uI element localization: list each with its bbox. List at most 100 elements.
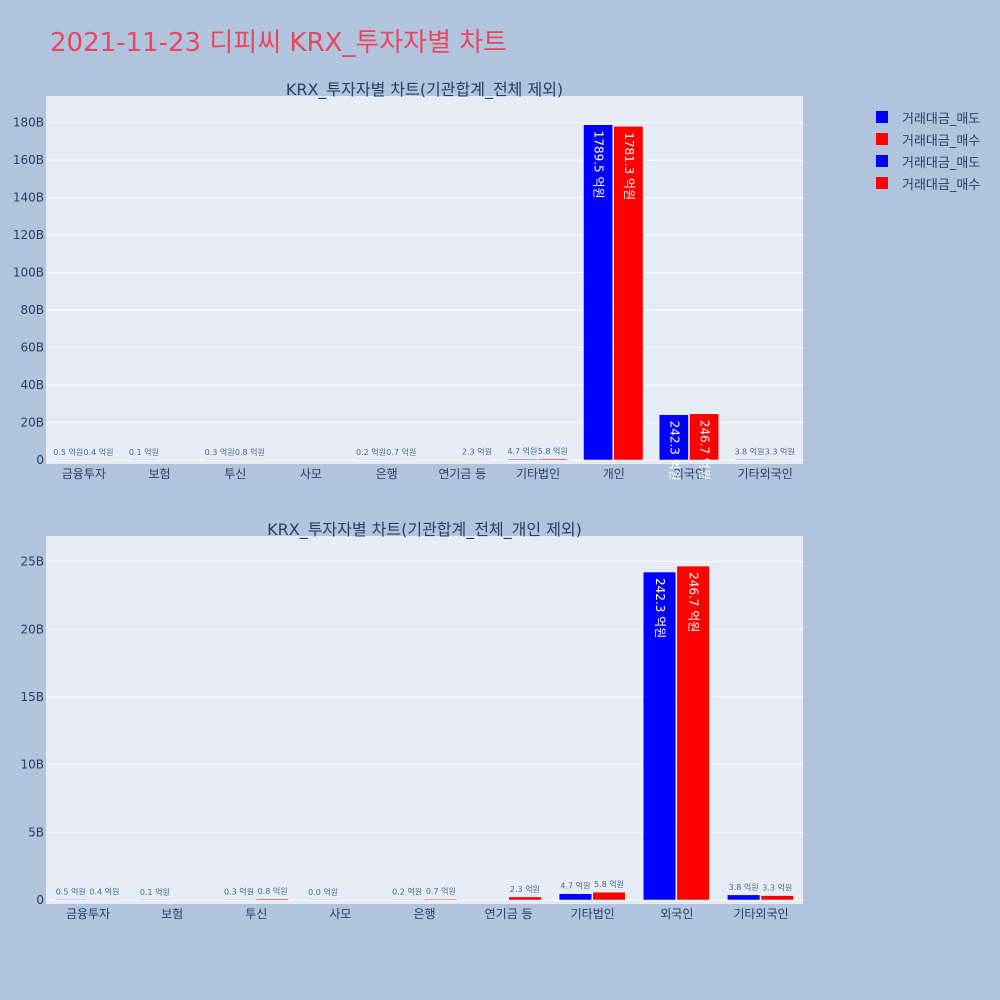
x-tick-label: 외국인 xyxy=(660,907,693,921)
data-label: 3.8 억원 xyxy=(729,882,759,892)
bar xyxy=(676,565,710,901)
bar xyxy=(424,898,458,901)
x-tick-label: 기타법인 xyxy=(516,467,560,481)
bar xyxy=(642,571,677,901)
data-label: 0.3 억원 xyxy=(205,447,235,457)
bar xyxy=(583,124,613,461)
data-label: 0.2 억원 xyxy=(392,887,422,897)
data-label: 246.7 억원 xyxy=(687,572,701,632)
bar xyxy=(734,459,765,461)
bar xyxy=(760,895,794,901)
legend-swatch xyxy=(876,111,888,123)
data-label: 0.1 억원 xyxy=(129,447,159,457)
data-label: 3.3 억원 xyxy=(762,883,792,893)
x-tick-label: 연기금 등 xyxy=(485,907,533,921)
x-tick-label: 금융투자 xyxy=(66,907,110,921)
bar xyxy=(613,125,644,461)
data-label: 0.1 억원 xyxy=(140,887,170,897)
data-label: 0.4 억원 xyxy=(89,886,119,896)
page-title: 2021-11-23 디피씨 KRX_투자자별 차트 xyxy=(50,28,508,58)
x-tick-label: 기타외국인 xyxy=(738,467,793,481)
data-label: 3.8 억원 xyxy=(735,446,765,456)
y-tick-label: 160B xyxy=(13,153,44,167)
data-label: 0.2 억원 xyxy=(356,447,386,457)
y-tick-label: 0 xyxy=(36,453,44,467)
data-label: 1789.5 억원 xyxy=(592,131,606,199)
bar xyxy=(689,413,719,461)
legend-item[interactable]: 거래대금_매수 xyxy=(876,172,980,194)
x-tick-label: 은행 xyxy=(376,466,398,481)
y-tick-label: 140B xyxy=(13,191,44,205)
legend-item[interactable]: 거래대금_매수 xyxy=(876,128,980,150)
legend-item[interactable]: 거래대금_매도 xyxy=(876,150,980,172)
data-label: 242.3 억원 xyxy=(667,421,681,481)
bar xyxy=(222,899,256,901)
plot-area xyxy=(46,96,803,464)
legend[interactable]: 거래대금_매도 거래대금_매수 거래대금_매도 거래대금_매수 xyxy=(876,106,980,194)
bar xyxy=(558,893,592,901)
y-tick-label: 0 xyxy=(36,893,44,907)
chart-1: 0 20B 40B 60B 80B 100B 120B 140B 160B 180B KRX_투자자… xyxy=(13,80,803,481)
bar xyxy=(87,899,121,901)
x-tick-label: 기타외국인 xyxy=(733,907,788,921)
x-tick-label: 투신 xyxy=(245,907,267,921)
data-label: 0.3 억원 xyxy=(224,887,254,897)
x-tick-label: 기타법인 xyxy=(571,907,615,921)
x-tick-label: 사모 xyxy=(300,467,322,481)
bar xyxy=(508,896,542,901)
bar xyxy=(507,458,538,461)
x-tick-label: 외국인 xyxy=(673,467,706,481)
bar xyxy=(658,414,689,461)
data-label: 5.8 억원 xyxy=(594,879,624,889)
data-label: 0.8 억원 xyxy=(258,886,288,896)
x-tick-label: 사모 xyxy=(329,907,351,921)
legend-label: 거래대금_매수 xyxy=(902,177,981,193)
data-label: 3.3 억원 xyxy=(765,446,795,456)
data-label: 246.7 억원 xyxy=(698,420,712,480)
y-tick-label: 80B xyxy=(20,303,44,317)
bar xyxy=(390,899,424,901)
data-label: 0.4 억원 xyxy=(83,447,113,457)
data-label: 0.7 억원 xyxy=(426,886,456,896)
data-label: 5.8 억원 xyxy=(538,446,568,456)
bar xyxy=(462,459,492,461)
x-tick-label: 보험 xyxy=(149,467,171,481)
legend-swatch xyxy=(876,177,888,189)
bar xyxy=(592,891,626,901)
bar xyxy=(537,458,568,461)
data-label: 0.5 억원 xyxy=(56,886,86,896)
y-tick-label: 10B xyxy=(20,758,44,772)
y-tick-label: 20B xyxy=(20,622,44,636)
bar xyxy=(727,894,761,901)
y-tick-label: 100B xyxy=(13,266,44,280)
legend-item[interactable]: 거래대금_매도 xyxy=(876,106,980,128)
data-label: 2.3 억원 xyxy=(462,447,492,457)
data-label: 2.3 억원 xyxy=(510,884,540,894)
y-tick-label: 20B xyxy=(20,416,44,430)
data-label: 4.7 억원 xyxy=(507,446,537,456)
bar xyxy=(306,899,340,901)
x-tick-label: 금융투자 xyxy=(62,467,106,481)
data-label: 0.8 억원 xyxy=(235,447,265,457)
y-tick-label: 120B xyxy=(13,228,44,242)
x-tick-label: 투신 xyxy=(224,467,246,481)
y-tick-label: 5B xyxy=(28,825,44,839)
bar xyxy=(129,459,159,461)
data-label: 0.0 억원 xyxy=(308,887,338,897)
bar xyxy=(386,459,417,461)
x-tick-label: 은행 xyxy=(413,906,435,921)
bar xyxy=(83,459,114,461)
data-label: 0.5 억원 xyxy=(53,447,83,457)
chart-title: KRX_투자자별 차트(기관합계_전체 제외) xyxy=(286,80,563,100)
bar xyxy=(53,459,84,461)
bar xyxy=(235,459,265,461)
legend-label: 거래대금_매도 xyxy=(902,155,981,171)
chart-2: 0 5B 10B 15B 20B 25B KRX_투자자별 차트(기관합계_전체_개인 제외… xyxy=(20,520,803,921)
bar xyxy=(764,459,795,461)
legend-swatch xyxy=(876,133,888,145)
legend-swatch xyxy=(876,155,888,167)
y-tick-label: 40B xyxy=(20,378,44,392)
data-label: 0.7 억원 xyxy=(386,447,416,457)
y-tick-label: 25B xyxy=(20,555,44,569)
